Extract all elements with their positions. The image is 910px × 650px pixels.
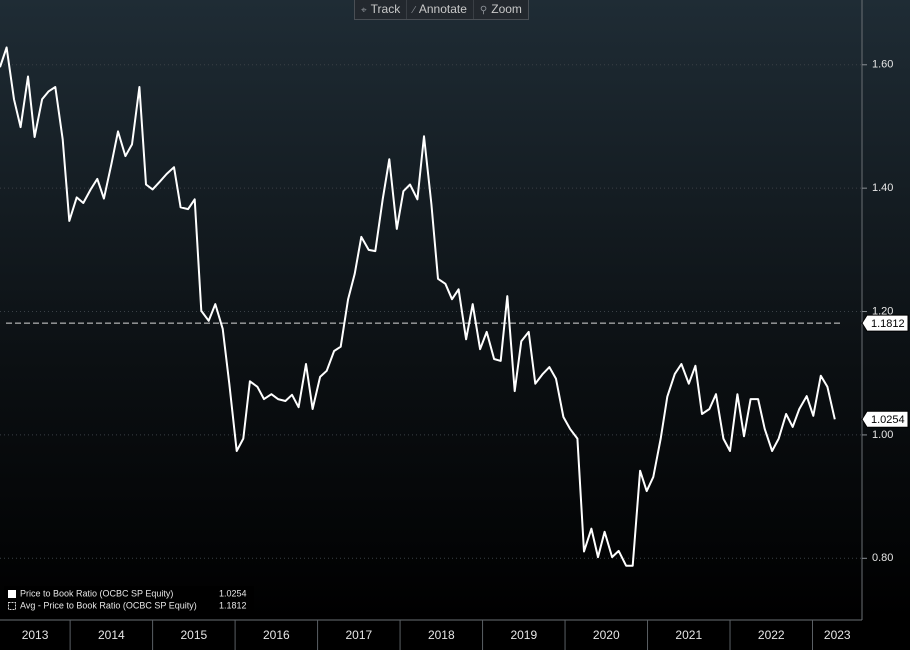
x-tick-label: 2021 <box>675 628 702 642</box>
x-tick-label: 2013 <box>22 628 49 642</box>
legend-swatch <box>8 590 16 598</box>
y-tick-label: 1.20 <box>872 305 893 317</box>
legend-value: 1.1812 <box>219 600 247 610</box>
annotate-label: Annotate <box>418 2 467 16</box>
price-line <box>0 46 836 567</box>
x-tick-label: 2022 <box>758 628 785 642</box>
x-tick-label: 2015 <box>180 628 207 642</box>
toolbar: ⌖ Track ∕ Annotate ⚲ Zoom <box>354 0 529 20</box>
x-tick-label: 2020 <box>593 628 620 642</box>
zoom-label: Zoom <box>491 2 522 16</box>
average-tag-label: 1.1812 <box>871 318 905 330</box>
plot-background <box>0 0 910 620</box>
x-tick-label: 2018 <box>428 628 455 642</box>
y-tick-label: 1.60 <box>872 59 893 71</box>
average-tag-box <box>861 314 909 332</box>
x-tick-label: 2014 <box>98 628 125 642</box>
x-tick-label: 2019 <box>510 628 537 642</box>
track-label: Track <box>370 2 401 16</box>
x-tick-label: 2016 <box>263 628 290 642</box>
x-tick-label: 2017 <box>345 628 372 642</box>
track-button[interactable]: ⌖ Track <box>361 2 401 16</box>
legend-value: 1.0254 <box>219 588 247 598</box>
y-tick-label: 1.00 <box>872 429 893 441</box>
last-value-tag-label: 1.0254 <box>871 414 905 426</box>
x-tick-label: 2023 <box>824 628 851 642</box>
legend-name: Price to Book Ratio (OCBC SP Equity) <box>20 588 173 598</box>
legend-name: Avg - Price to Book Ratio (OCBC SP Equit… <box>20 600 197 610</box>
last-value-tag-box <box>861 410 909 428</box>
y-tick-label: 0.80 <box>872 552 893 564</box>
legend-swatch <box>8 602 16 610</box>
y-tick-label: 1.40 <box>872 182 893 194</box>
x-axis-band <box>0 620 910 650</box>
legend-box <box>4 586 254 614</box>
zoom-button[interactable]: ⚲ Zoom <box>472 0 528 19</box>
annotate-button[interactable]: ∕ Annotate <box>406 0 473 19</box>
